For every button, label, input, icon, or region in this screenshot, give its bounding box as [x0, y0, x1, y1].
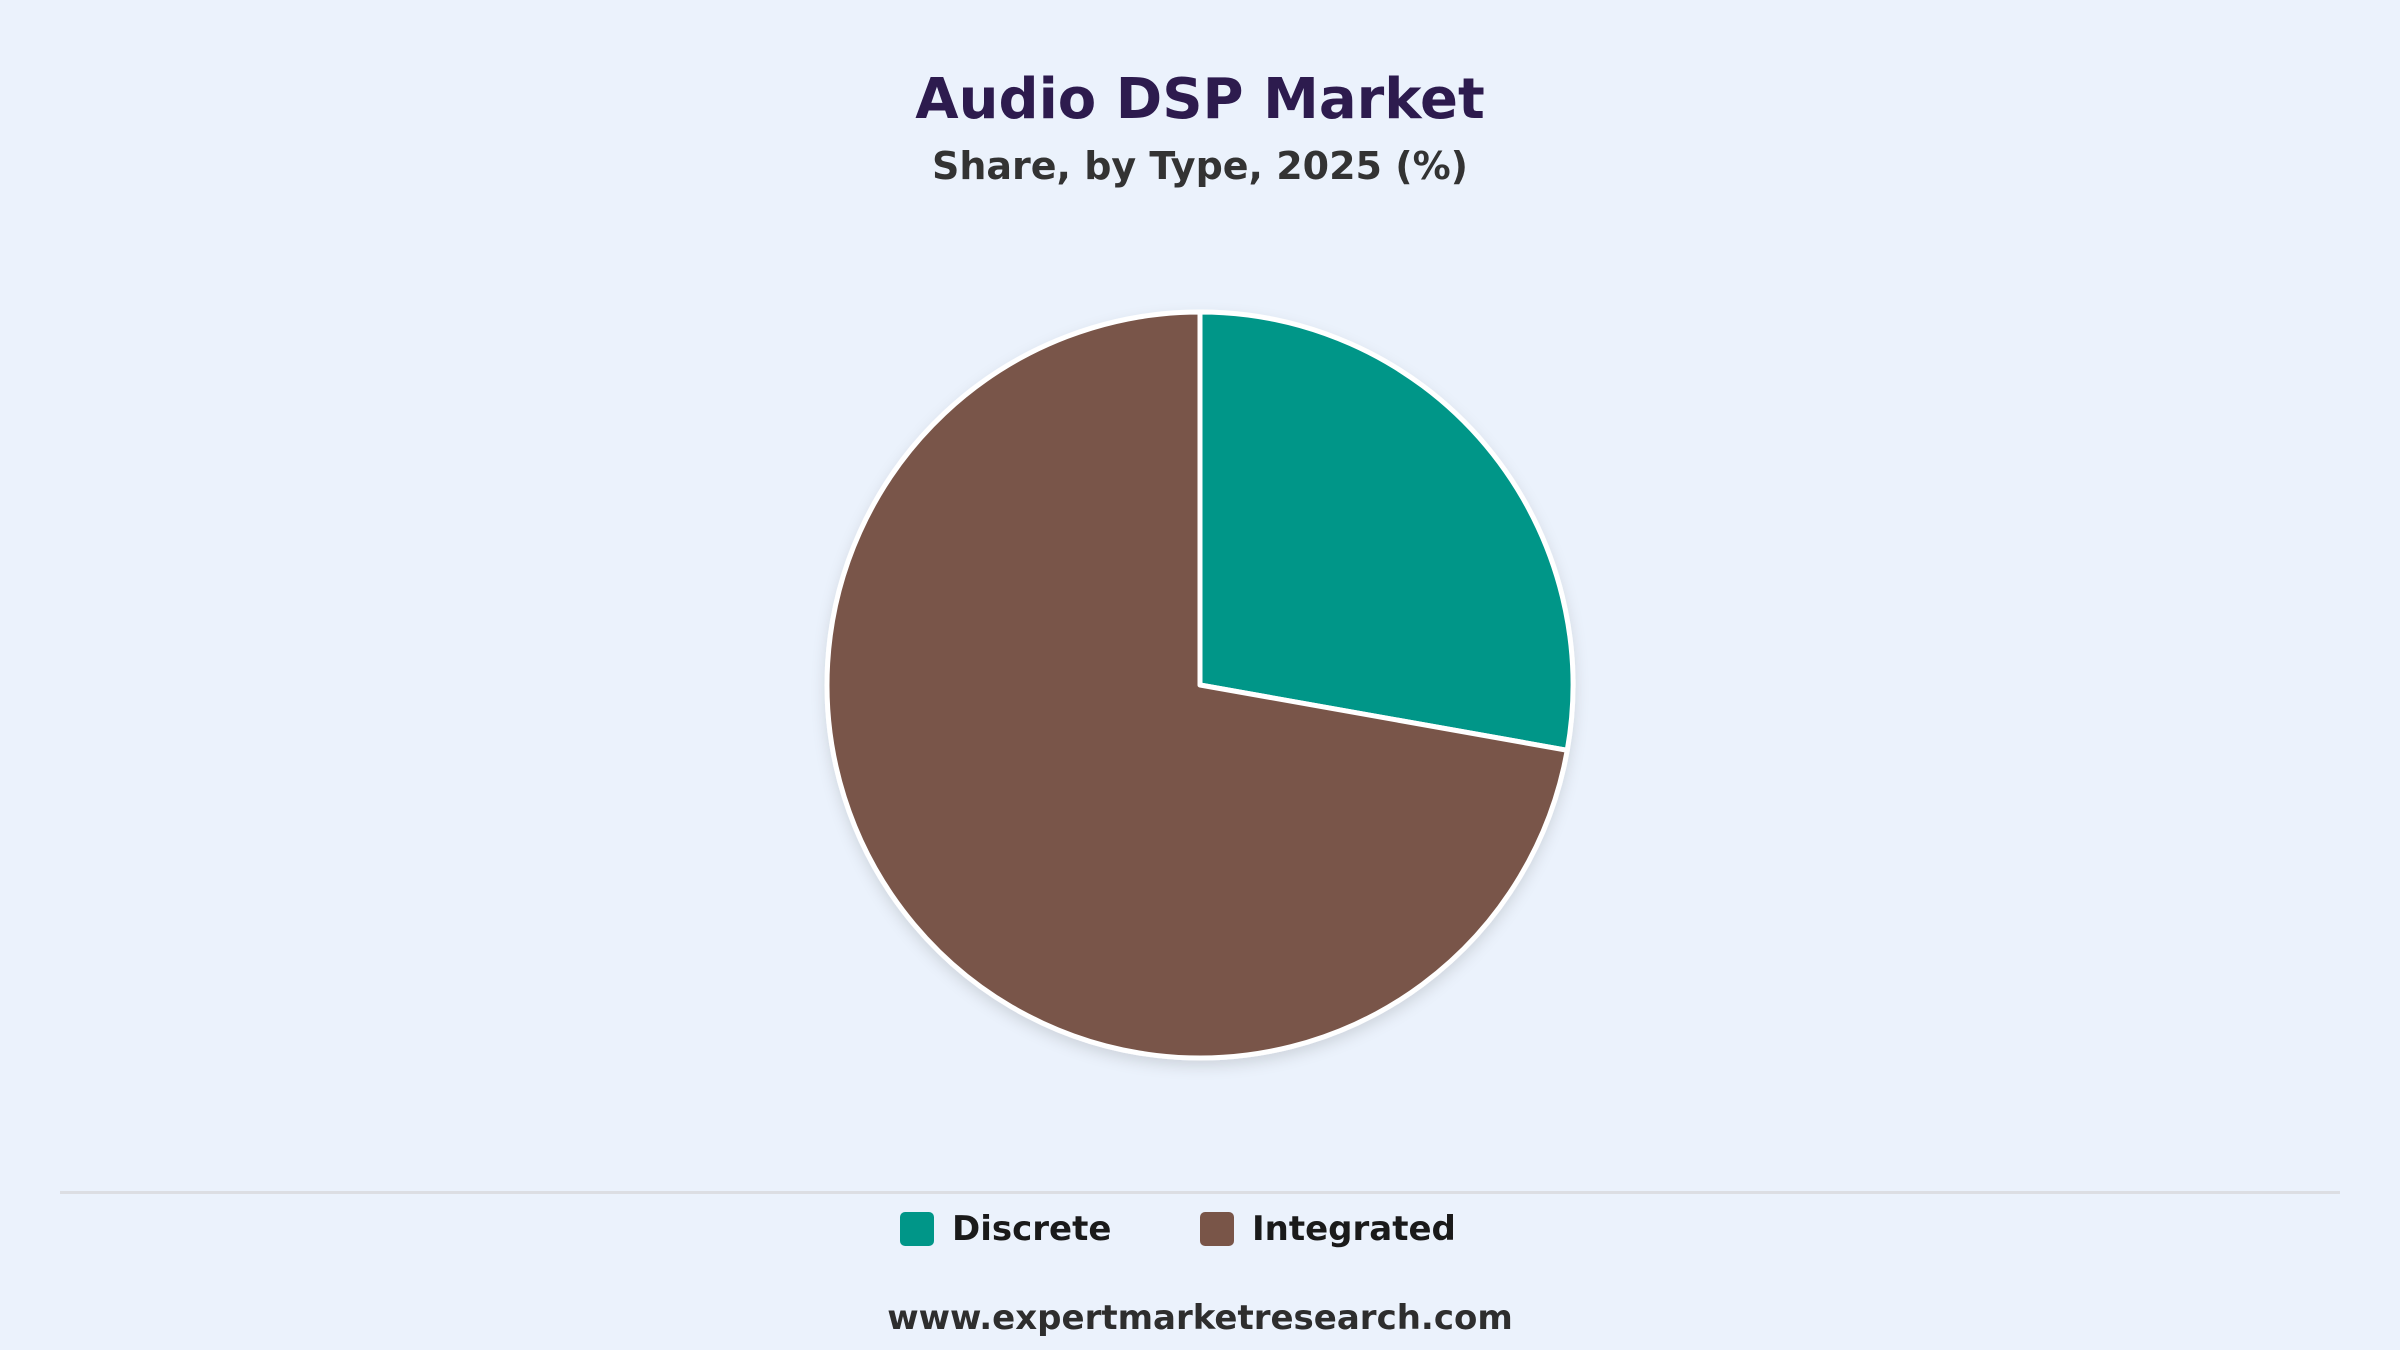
- pie-slices: [824, 309, 1576, 1061]
- chart-title: Audio DSP Market: [915, 67, 1485, 132]
- legend-swatch-discrete: [900, 1212, 934, 1246]
- pie-slice-integrated[interactable]: [824, 309, 1570, 1061]
- pie-slice-discrete[interactable]: [1197, 309, 1576, 753]
- legend-label-integrated: Integrated: [1252, 1209, 1456, 1249]
- legend-divider: [60, 1191, 2340, 1194]
- legend-label-discrete: Discrete: [952, 1209, 1112, 1249]
- legend: Discrete Integrated: [0, 1206, 2400, 1256]
- chart-subtitle: Share, by Type, 2025 (%): [931, 144, 1469, 188]
- source-url[interactable]: www.expertmarketresearch.com: [887, 1298, 1513, 1338]
- legend-swatch-integrated: [1200, 1212, 1234, 1246]
